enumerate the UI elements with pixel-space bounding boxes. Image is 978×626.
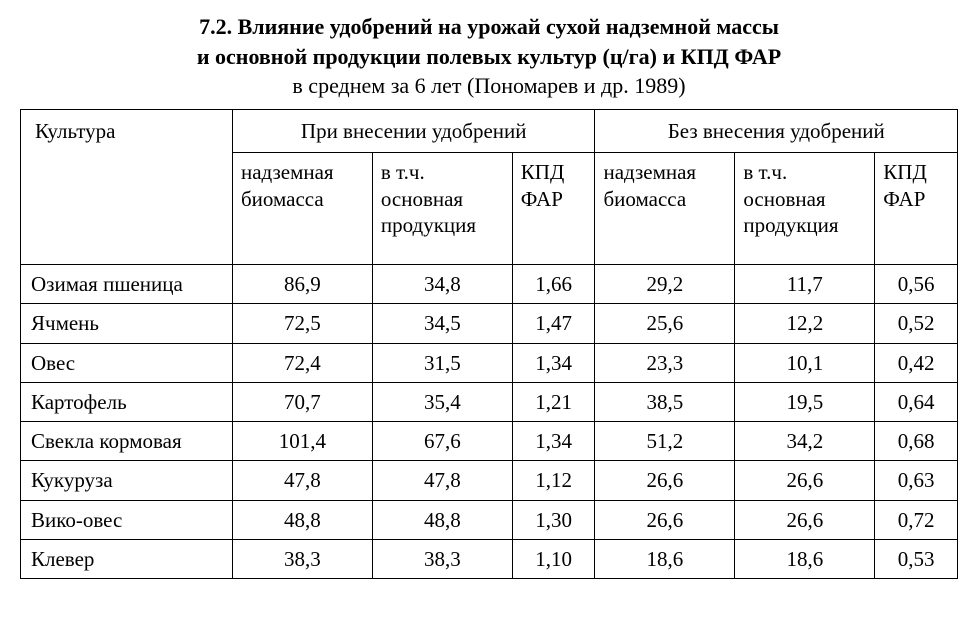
subtitle: в среднем за 6 лет (Пономарев и др. 1989…	[20, 71, 958, 101]
cell-without-product: 34,2	[735, 422, 875, 461]
cell-without-kpd: 0,42	[875, 343, 958, 382]
sub-header-kpd-with: КПД ФАР	[512, 153, 595, 265]
cell-with-product: 47,8	[372, 461, 512, 500]
table-row: Клевер38,338,31,1018,618,60,53	[21, 539, 958, 578]
data-table: Культура При внесении удобрений Без внес…	[20, 109, 958, 579]
cell-with-kpd: 1,34	[512, 422, 595, 461]
sub-header-product-with: в т.ч. основная продукция	[372, 153, 512, 265]
cell-with-biomass: 70,7	[232, 382, 372, 421]
cell-without-product: 19,5	[735, 382, 875, 421]
cell-without-kpd: 0,64	[875, 382, 958, 421]
col-header-with-fertilizer: При внесении удобрений	[232, 110, 595, 153]
title-block: 7.2. Влияние удобрений на урожай сухой н…	[20, 12, 958, 101]
cell-with-product: 48,8	[372, 500, 512, 539]
col-header-culture: Культура	[21, 110, 233, 265]
cell-culture: Клевер	[21, 539, 233, 578]
table-row: Овес72,431,51,3423,310,10,42	[21, 343, 958, 382]
cell-without-product: 26,6	[735, 500, 875, 539]
cell-without-kpd: 0,68	[875, 422, 958, 461]
table-row: Кукуруза47,847,81,1226,626,60,63	[21, 461, 958, 500]
cell-culture: Озимая пшеница	[21, 265, 233, 304]
table-row: Вико-овес48,848,81,3026,626,60,72	[21, 500, 958, 539]
header-row-1: Культура При внесении удобрений Без внес…	[21, 110, 958, 153]
cell-with-product: 38,3	[372, 539, 512, 578]
cell-culture: Картофель	[21, 382, 233, 421]
sub-header-product-without: в т.ч. основная продукция	[735, 153, 875, 265]
cell-with-kpd: 1,30	[512, 500, 595, 539]
cell-without-kpd: 0,52	[875, 304, 958, 343]
cell-culture: Кукуруза	[21, 461, 233, 500]
cell-culture: Свекла кормовая	[21, 422, 233, 461]
cell-with-biomass: 101,4	[232, 422, 372, 461]
table-body: Озимая пшеница86,934,81,6629,211,70,56Яч…	[21, 265, 958, 579]
cell-with-biomass: 48,8	[232, 500, 372, 539]
cell-without-biomass: 51,2	[595, 422, 735, 461]
title-line-1: 7.2. Влияние удобрений на урожай сухой н…	[20, 12, 958, 42]
cell-with-product: 34,5	[372, 304, 512, 343]
cell-with-biomass: 86,9	[232, 265, 372, 304]
cell-culture: Вико-овес	[21, 500, 233, 539]
cell-with-kpd: 1,21	[512, 382, 595, 421]
cell-with-product: 35,4	[372, 382, 512, 421]
cell-without-biomass: 25,6	[595, 304, 735, 343]
cell-with-kpd: 1,12	[512, 461, 595, 500]
title-line-2: и основной продукции полевых культур (ц/…	[20, 42, 958, 72]
table-row: Картофель70,735,41,2138,519,50,64	[21, 382, 958, 421]
cell-without-product: 18,6	[735, 539, 875, 578]
cell-without-product: 10,1	[735, 343, 875, 382]
cell-without-biomass: 26,6	[595, 461, 735, 500]
cell-without-product: 11,7	[735, 265, 875, 304]
cell-without-kpd: 0,53	[875, 539, 958, 578]
cell-with-biomass: 72,4	[232, 343, 372, 382]
sub-header-biomass-without: надземная биомасса	[595, 153, 735, 265]
table-row: Ячмень72,534,51,4725,612,20,52	[21, 304, 958, 343]
cell-without-product: 26,6	[735, 461, 875, 500]
col-header-without-fertilizer: Без внесения удобрений	[595, 110, 958, 153]
cell-with-kpd: 1,10	[512, 539, 595, 578]
cell-without-biomass: 29,2	[595, 265, 735, 304]
cell-without-biomass: 26,6	[595, 500, 735, 539]
cell-with-product: 67,6	[372, 422, 512, 461]
cell-without-kpd: 0,72	[875, 500, 958, 539]
table-row: Озимая пшеница86,934,81,6629,211,70,56	[21, 265, 958, 304]
cell-without-biomass: 38,5	[595, 382, 735, 421]
table-row: Свекла кормовая101,467,61,3451,234,20,68	[21, 422, 958, 461]
cell-culture: Ячмень	[21, 304, 233, 343]
cell-with-biomass: 38,3	[232, 539, 372, 578]
cell-with-biomass: 72,5	[232, 304, 372, 343]
table-head: Культура При внесении удобрений Без внес…	[21, 110, 958, 265]
cell-with-biomass: 47,8	[232, 461, 372, 500]
cell-without-kpd: 0,63	[875, 461, 958, 500]
cell-with-product: 34,8	[372, 265, 512, 304]
cell-without-product: 12,2	[735, 304, 875, 343]
cell-with-product: 31,5	[372, 343, 512, 382]
sub-header-biomass-with: надземная биомасса	[232, 153, 372, 265]
cell-culture: Овес	[21, 343, 233, 382]
cell-with-kpd: 1,47	[512, 304, 595, 343]
sub-header-kpd-without: КПД ФАР	[875, 153, 958, 265]
cell-with-kpd: 1,66	[512, 265, 595, 304]
cell-without-biomass: 23,3	[595, 343, 735, 382]
cell-without-kpd: 0,56	[875, 265, 958, 304]
cell-without-biomass: 18,6	[595, 539, 735, 578]
cell-with-kpd: 1,34	[512, 343, 595, 382]
